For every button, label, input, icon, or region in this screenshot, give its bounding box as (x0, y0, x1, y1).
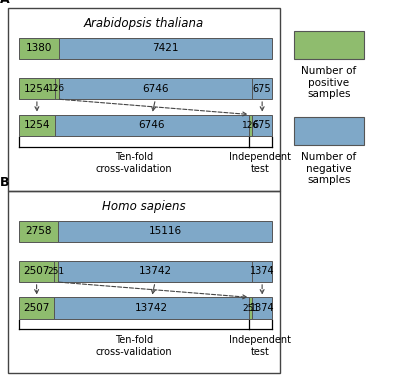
Bar (252, 78, 272, 99)
Bar (58, 38, 272, 59)
Bar (58, 261, 252, 282)
Text: 7421: 7421 (152, 43, 178, 53)
Text: 2758: 2758 (25, 226, 52, 236)
Bar (252, 298, 272, 319)
Bar (19, 38, 58, 59)
Text: Number of
negative
samples: Number of negative samples (301, 152, 357, 185)
Text: 6746: 6746 (139, 120, 165, 130)
Bar (294, 117, 364, 145)
Text: 126: 126 (48, 84, 65, 93)
Bar (252, 115, 272, 136)
Bar (19, 261, 54, 282)
Text: Independent
test: Independent test (229, 152, 291, 174)
Bar (249, 298, 252, 319)
Text: 1374: 1374 (250, 303, 274, 313)
Text: 6746: 6746 (142, 83, 169, 94)
Text: 13742: 13742 (135, 303, 168, 313)
Bar (294, 31, 364, 59)
Text: 2507: 2507 (24, 303, 50, 313)
Bar (54, 298, 249, 319)
Text: 126: 126 (242, 121, 259, 130)
Text: 251: 251 (48, 267, 65, 276)
Bar (252, 261, 272, 282)
Text: 13742: 13742 (138, 266, 172, 277)
Bar (19, 78, 55, 99)
Bar (19, 298, 54, 319)
Text: 1380: 1380 (26, 43, 52, 53)
Bar (249, 115, 252, 136)
Text: Arabidopsis thaliana: Arabidopsis thaliana (84, 17, 204, 30)
Bar (55, 78, 58, 99)
Text: 251: 251 (242, 304, 259, 312)
Text: 15116: 15116 (148, 226, 182, 236)
Bar (19, 115, 55, 136)
Bar (58, 78, 252, 99)
Text: 675: 675 (253, 120, 272, 130)
Text: Number of
positive
samples: Number of positive samples (301, 66, 357, 99)
Text: Ten-fold
cross-validation: Ten-fold cross-validation (96, 152, 172, 174)
Bar (55, 115, 249, 136)
Bar (54, 261, 58, 282)
Text: 1254: 1254 (24, 120, 50, 130)
Bar (19, 221, 58, 242)
Bar (58, 221, 272, 242)
Text: 1374: 1374 (250, 266, 274, 277)
Text: Homo sapiens: Homo sapiens (102, 200, 186, 213)
Text: A: A (0, 0, 10, 6)
Text: 675: 675 (253, 83, 272, 94)
Text: Independent
test: Independent test (229, 335, 291, 357)
Text: 2507: 2507 (24, 266, 50, 277)
Text: B: B (0, 176, 9, 189)
Text: 1254: 1254 (24, 83, 50, 94)
Text: Ten-fold
cross-validation: Ten-fold cross-validation (96, 335, 172, 357)
